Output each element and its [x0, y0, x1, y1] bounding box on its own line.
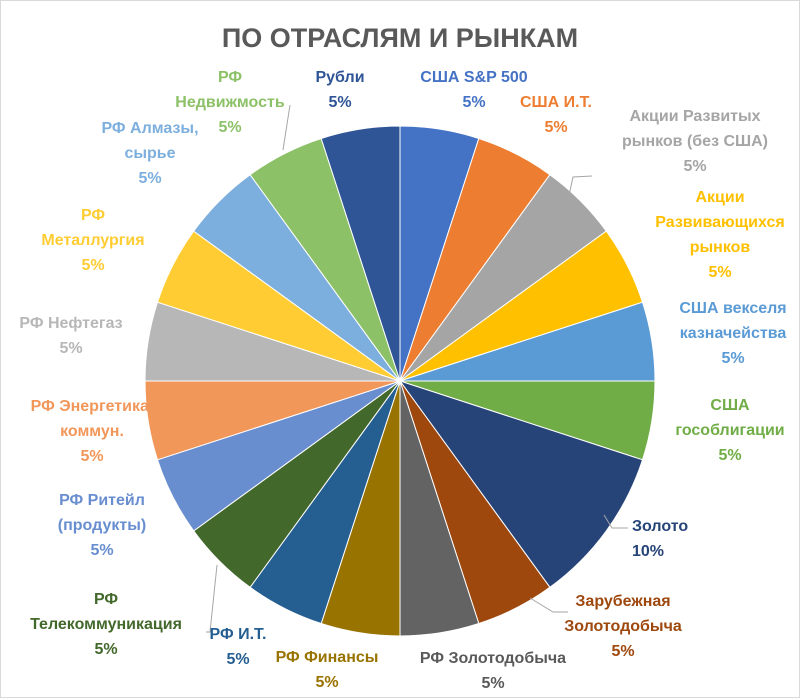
slice-value-label: 5% — [80, 448, 103, 465]
slice-label-16: РФ Алмазы, сырье 5% — [101, 120, 198, 187]
slice-value-label: 5% — [683, 158, 706, 175]
slice-label-8: РФ Золотодобыча 5% — [420, 650, 566, 692]
slice-label-2: Акции Развитых рынков (без США) 5% — [622, 108, 768, 175]
slice-value-label: 5% — [59, 340, 82, 357]
slice-value-label: 5% — [708, 264, 731, 281]
pie-slice-18 — [320, 125, 401, 382]
leader-line-6 — [603, 514, 628, 529]
slice-label-1: США И.Т. 5% — [520, 94, 592, 136]
slice-value-label: 5% — [718, 447, 741, 464]
slice-name-line: гособлигации — [675, 422, 784, 439]
slice-value-label: 5% — [81, 257, 104, 274]
slice-name-line: Акции — [695, 189, 744, 206]
slice-name-line: США S&P 500 — [420, 69, 527, 86]
slice-name-line: РФ И.Т. — [210, 626, 267, 643]
slice-label-6: Золото 10% — [632, 518, 688, 560]
slice-name-line: РФ Нефтегаз — [19, 315, 122, 332]
slice-value-label: 5% — [138, 170, 161, 187]
slice-name-line: рынков (без США) — [622, 133, 768, 150]
slice-name-line: США векселя — [679, 300, 786, 317]
slice-name-line: сырье — [124, 145, 175, 162]
slice-name-line: казначейства — [680, 325, 787, 342]
leader-lines — [206, 104, 628, 633]
slice-name-line: Металлургия — [41, 232, 144, 249]
slice-name-line: РФ Финансы — [276, 649, 379, 666]
slice-name-line: РФ — [94, 591, 118, 608]
slice-label-9: РФ Финансы 5% — [276, 649, 379, 691]
slice-value-label: 5% — [218, 119, 241, 136]
slice-name-line: Недвижмость — [175, 94, 285, 111]
chart-title: ПО ОТРАСЛЯМ И РЫНКАМ — [222, 23, 578, 53]
slice-value-label: 5% — [226, 651, 249, 668]
slice-name-line: Золотодобыча — [564, 618, 682, 635]
slice-name-line: Развивающихся — [655, 214, 784, 231]
slice-value-label: 5% — [611, 643, 634, 660]
slice-name-line: РФ Ритейл — [59, 492, 145, 509]
slice-name-line: РФ Золотодобыча — [420, 650, 566, 667]
slice-name-line: рынков — [690, 239, 751, 256]
slice-label-3: Акции Развивающихся рынков 5% — [655, 189, 784, 281]
slice-label-7: Зарубежная Золотодобыча 5% — [564, 593, 682, 660]
slice-name-line: Рубли — [315, 69, 364, 86]
slice-label-15: РФ Металлургия 5% — [41, 207, 144, 274]
slice-label-5: США гособлигации 5% — [675, 397, 784, 464]
slice-value-label: 5% — [481, 675, 504, 692]
slice-value-label: 10% — [632, 543, 664, 560]
slice-name-line: Акции Развитых — [629, 108, 760, 125]
leader-line-17 — [282, 104, 291, 151]
slice-label-13: РФ Энергетика, коммун. 5% — [31, 398, 154, 465]
slice-label-12: РФ Ритейл (продукты) 5% — [58, 492, 146, 559]
slice-name-line: РФ — [81, 207, 105, 224]
slice-value-label: 5% — [328, 94, 351, 111]
slice-value-label: 5% — [94, 641, 117, 658]
leader-line-7 — [529, 597, 568, 613]
pie-slices — [144, 125, 656, 637]
slice-name-line: коммун. — [60, 423, 124, 440]
leader-line-10 — [206, 564, 218, 633]
leader-line-2 — [567, 175, 593, 201]
slice-label-14: РФ Нефтегаз 5% — [19, 315, 122, 357]
slice-value-label: 5% — [721, 350, 744, 367]
slice-name-line: РФ Энергетика, — [31, 398, 154, 415]
slice-name-line: (продукты) — [58, 517, 146, 534]
pie-slice-6 — [398, 380, 644, 588]
slice-name-line: Золото — [632, 518, 688, 535]
slice-name-line: США — [710, 397, 750, 414]
slice-label-4: США векселя казначейства 5% — [679, 300, 786, 367]
slice-label-18: Рубли 5% — [315, 69, 364, 111]
slice-name-line: США И.Т. — [520, 94, 592, 111]
slice-label-0: США S&P 500 5% — [420, 69, 527, 111]
slice-name-line: РФ Алмазы, — [101, 120, 198, 137]
slice-name-line: РФ — [218, 69, 242, 86]
slice-value-label: 5% — [315, 674, 338, 691]
slice-label-11: РФ Телекоммуникация 5% — [30, 591, 182, 658]
slice-value-label: 5% — [462, 94, 485, 111]
slice-label-10: РФ И.Т. 5% — [210, 626, 267, 668]
slice-value-label: 5% — [544, 119, 567, 136]
slice-name-line: Зарубежная — [575, 593, 670, 610]
slice-labels: США S&P 500 5% США И.Т. 5% Акции Развитых рын… — [19, 69, 786, 692]
slice-label-17: РФ Недвижмость 5% — [175, 69, 285, 136]
slice-value-label: 5% — [90, 542, 113, 559]
slice-name-line: Телекоммуникация — [30, 616, 182, 633]
